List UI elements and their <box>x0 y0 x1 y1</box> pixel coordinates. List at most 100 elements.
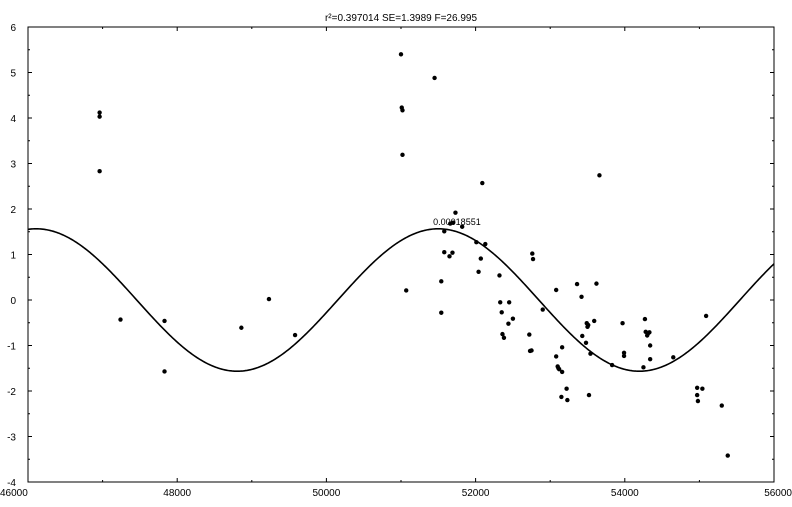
data-point <box>580 333 585 339</box>
data-points-layer <box>97 52 730 458</box>
data-point <box>500 331 505 337</box>
data-point <box>97 110 102 115</box>
data-point <box>647 343 653 348</box>
data-point <box>647 356 653 362</box>
data-point <box>450 250 455 255</box>
y-tick-label: 4 <box>10 114 16 125</box>
data-point <box>553 354 559 359</box>
y-axis: -4 -3 -2 -1 0 1 2 3 4 5 6 <box>7 23 774 489</box>
plot-frame <box>27 26 775 483</box>
data-point <box>586 392 592 398</box>
data-point <box>556 366 562 372</box>
data-point <box>239 325 244 330</box>
x-axis: 46000 48000 50000 52000 54000 56000 <box>0 27 792 499</box>
data-point <box>498 300 503 305</box>
data-point <box>442 250 447 255</box>
data-point <box>579 294 584 300</box>
data-point <box>583 340 589 345</box>
data-point <box>559 394 564 400</box>
data-point <box>476 269 481 274</box>
y-tick-label: 0 <box>10 296 16 307</box>
data-point <box>700 386 705 391</box>
data-point <box>642 316 648 322</box>
y-tick-label: 1 <box>10 251 16 262</box>
y-tick-label: -3 <box>7 433 16 444</box>
y-tick-label: 2 <box>10 205 16 216</box>
data-point <box>553 287 559 293</box>
data-point <box>641 365 646 370</box>
x-tick-label: 52000 <box>462 488 490 499</box>
data-point <box>404 288 409 293</box>
y-tick-label: 5 <box>10 69 16 80</box>
data-point <box>594 281 599 286</box>
data-point <box>597 173 602 178</box>
data-point <box>497 273 502 278</box>
data-point <box>97 169 102 174</box>
data-point <box>400 108 405 113</box>
data-point <box>540 307 545 312</box>
data-point <box>694 392 700 398</box>
data-point <box>574 281 580 287</box>
data-point <box>609 362 615 368</box>
y-tick-label: 3 <box>10 160 16 171</box>
data-point <box>439 310 444 315</box>
data-point <box>703 313 709 319</box>
x-tick-label: 46000 <box>0 488 28 499</box>
data-point <box>559 369 565 375</box>
data-point <box>530 251 535 256</box>
data-point <box>266 296 272 302</box>
fit-curve <box>27 227 775 373</box>
x-tick-label: 54000 <box>611 488 639 499</box>
data-point <box>564 386 569 391</box>
data-point <box>459 224 465 229</box>
x-tick-label: 50000 <box>312 488 340 499</box>
data-point <box>527 332 532 337</box>
x-tick-label: 56000 <box>764 488 792 499</box>
data-point <box>439 279 444 284</box>
data-point <box>586 322 591 328</box>
data-point <box>97 114 102 119</box>
data-point <box>162 369 167 374</box>
y-tick-label: -4 <box>7 478 16 489</box>
data-point <box>480 180 485 186</box>
data-point <box>501 335 507 340</box>
data-point <box>559 345 565 350</box>
data-point <box>621 353 627 359</box>
data-point <box>725 453 730 458</box>
data-point <box>162 318 167 324</box>
data-point <box>565 397 570 403</box>
data-point <box>474 240 479 245</box>
data-point <box>451 220 456 225</box>
data-point <box>398 52 404 57</box>
data-point <box>432 75 437 81</box>
data-point <box>118 317 123 322</box>
data-point <box>695 398 701 404</box>
fit-curve-layer <box>27 227 775 373</box>
data-point <box>529 348 534 353</box>
data-point <box>292 332 298 338</box>
data-point <box>499 310 504 315</box>
data-point <box>671 355 676 360</box>
data-point <box>483 241 488 247</box>
data-point <box>620 321 625 326</box>
x-tick-label: 48000 <box>163 488 191 499</box>
data-point <box>694 385 700 391</box>
data-point <box>592 318 597 324</box>
data-point <box>506 300 512 305</box>
fit-annotation: 0.00018551 <box>433 217 481 227</box>
y-tick-label: -1 <box>7 342 16 353</box>
data-point <box>510 316 516 321</box>
data-point <box>621 350 627 355</box>
data-point <box>506 321 511 326</box>
data-point <box>647 330 652 335</box>
data-point <box>442 229 447 234</box>
data-point <box>478 256 484 261</box>
data-point <box>530 256 536 262</box>
y-tick-label: -2 <box>7 387 16 398</box>
data-point <box>400 152 405 158</box>
data-point <box>588 351 593 356</box>
data-point <box>447 254 452 259</box>
data-point <box>719 403 724 408</box>
